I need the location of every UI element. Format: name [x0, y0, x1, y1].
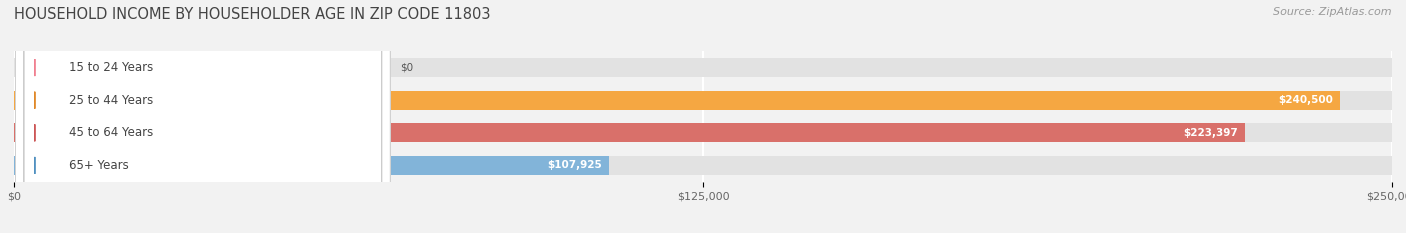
Text: $0: $0: [399, 63, 413, 72]
FancyBboxPatch shape: [15, 0, 391, 233]
Text: 15 to 24 Years: 15 to 24 Years: [69, 61, 153, 74]
Bar: [14, 58, 1392, 77]
Text: $223,397: $223,397: [1184, 128, 1239, 138]
Text: 25 to 44 Years: 25 to 44 Years: [69, 94, 153, 107]
Text: $107,925: $107,925: [547, 161, 602, 170]
Bar: [14, 156, 609, 175]
FancyBboxPatch shape: [15, 0, 391, 233]
Text: Source: ZipAtlas.com: Source: ZipAtlas.com: [1274, 7, 1392, 17]
Bar: [14, 91, 1392, 110]
FancyBboxPatch shape: [15, 0, 391, 233]
Bar: [14, 156, 1392, 175]
Text: 65+ Years: 65+ Years: [69, 159, 129, 172]
Text: 45 to 64 Years: 45 to 64 Years: [69, 126, 153, 139]
Bar: [14, 91, 1340, 110]
Text: HOUSEHOLD INCOME BY HOUSEHOLDER AGE IN ZIP CODE 11803: HOUSEHOLD INCOME BY HOUSEHOLDER AGE IN Z…: [14, 7, 491, 22]
FancyBboxPatch shape: [15, 0, 391, 233]
Bar: [14, 123, 1246, 142]
Text: $240,500: $240,500: [1278, 95, 1333, 105]
Bar: [14, 123, 1392, 142]
